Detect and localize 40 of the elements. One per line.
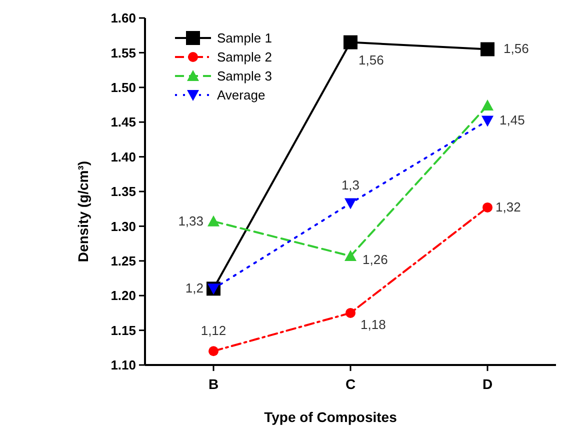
y-tick-label: 1.15	[110, 322, 136, 338]
x-tick-label: D	[482, 376, 493, 392]
y-tick-label: 1.25	[110, 253, 136, 268]
y-tick-label: 1.30	[110, 218, 136, 234]
y-tick-label: 1.40	[110, 149, 136, 164]
annotation: 1,18	[360, 316, 386, 332]
point	[482, 99, 494, 110]
annotation: 1,3	[341, 177, 360, 192]
point	[344, 198, 356, 210]
annotation: 1,45	[500, 112, 525, 128]
point	[482, 116, 494, 127]
point	[482, 202, 492, 212]
annotation: 1,32	[496, 199, 521, 214]
annotation: 1,56	[504, 41, 529, 56]
y-tick-label: 1.60	[110, 10, 136, 26]
y-tick-label: 1.10	[110, 358, 136, 373]
legend-label: Sample 1	[217, 30, 272, 46]
point	[344, 35, 358, 50]
y-axis-title: Density (g/cm³)	[75, 160, 91, 262]
annotation: 1,2	[185, 280, 204, 296]
point	[208, 346, 218, 356]
x-tick-label: C	[345, 376, 356, 392]
y-tick-label: 1.45	[110, 114, 136, 130]
annotation: 1,56	[358, 52, 384, 68]
y-tick-label: 1.20	[110, 288, 136, 304]
point	[208, 215, 220, 226]
point	[346, 308, 356, 318]
y-tick-label: 1.35	[110, 184, 136, 200]
annotation: 1,33	[178, 213, 204, 228]
annotation: 1,26	[362, 252, 388, 268]
x-axis-title: Type of Composites	[264, 409, 398, 425]
legend-label: Sample 2	[217, 50, 272, 65]
y-tick-label: 1.50	[110, 80, 136, 95]
point	[480, 42, 494, 56]
legend-label: Sample 3	[217, 68, 272, 84]
y-tick-label: 1.55	[110, 45, 136, 60]
x-tick-label: B	[208, 376, 219, 392]
legend-label: Average	[217, 88, 266, 103]
annotation: 1,12	[200, 323, 226, 338]
point	[344, 250, 356, 262]
